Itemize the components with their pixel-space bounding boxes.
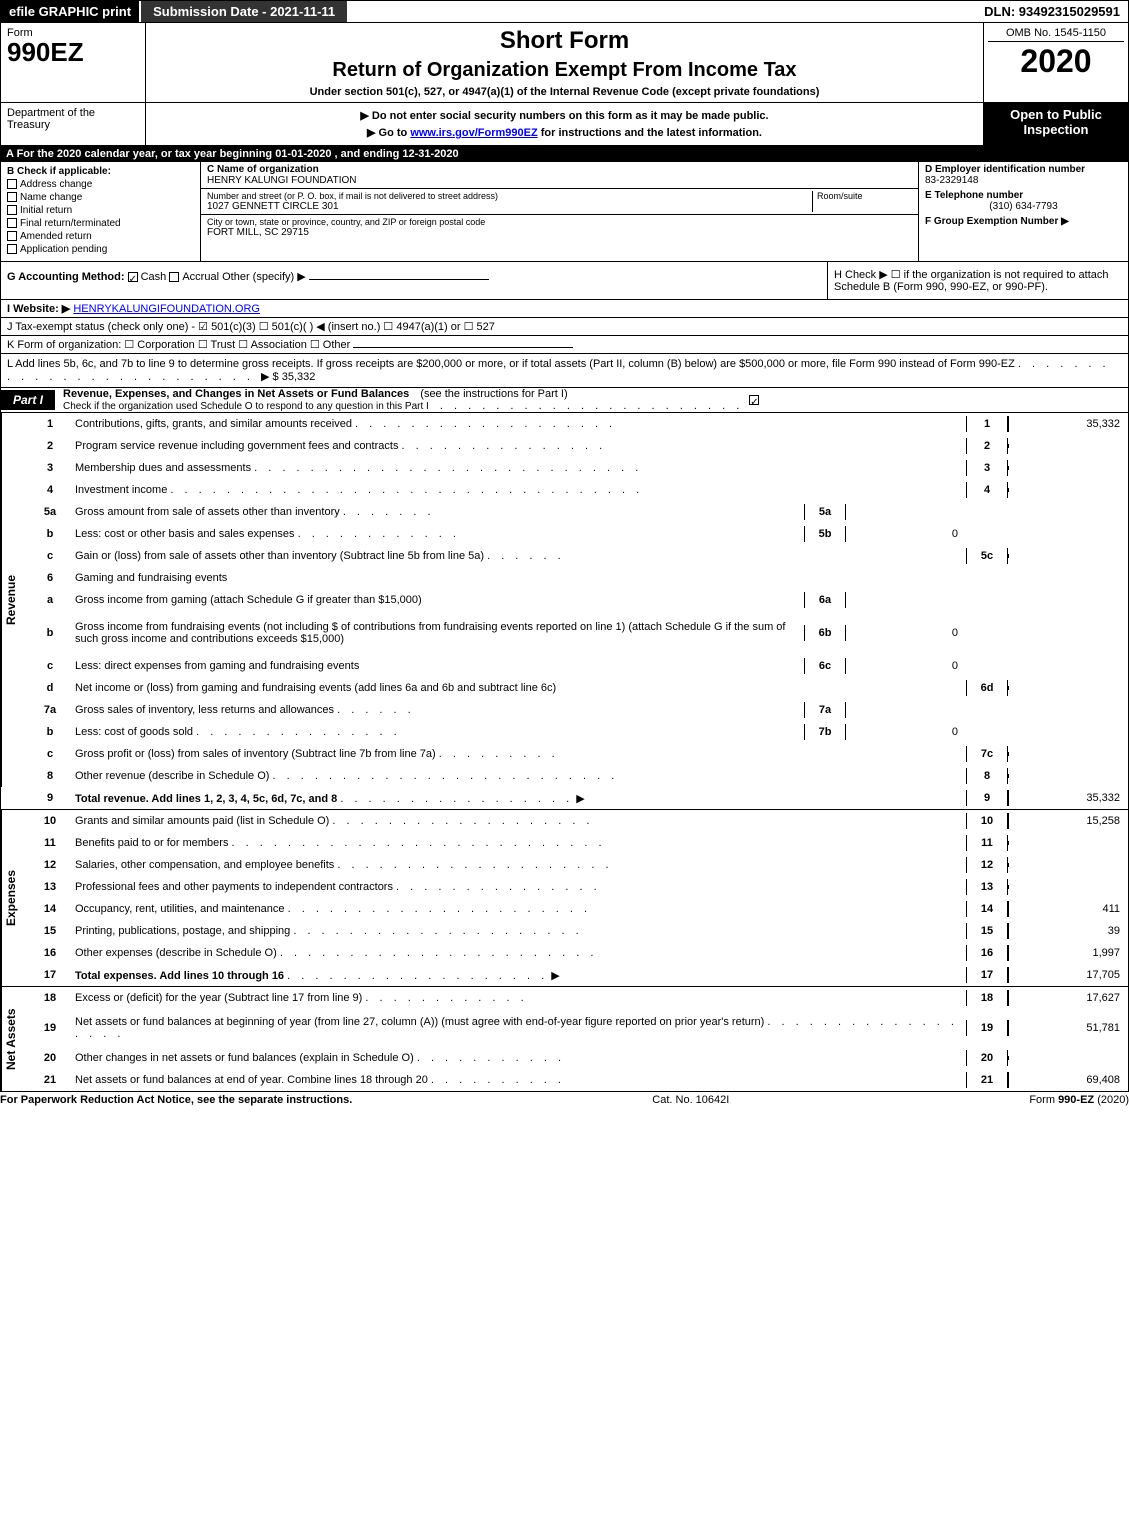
e-label: E Telephone number	[925, 190, 1122, 201]
k-row: K Form of organization: ☐ Corporation ☐ …	[0, 336, 1129, 354]
org-city: FORT MILL, SC 29715	[207, 227, 912, 238]
dept-label: Department of the Treasury	[7, 107, 139, 131]
omb-number: OMB No. 1545-1150	[988, 27, 1124, 42]
form-header: Form 990EZ Short Form Return of Organiza…	[0, 23, 1129, 103]
expenses-tab: Expenses	[1, 810, 29, 986]
i-row: I Website: ▶ HENRYKALUNGIFOUNDATION.ORG	[0, 300, 1129, 318]
b-label: B Check if applicable:	[7, 166, 194, 177]
line-1-box: 1	[966, 416, 1008, 432]
phone: (310) 634-7793	[925, 201, 1122, 212]
info-grid: B Check if applicable: Address change Na…	[0, 162, 1129, 262]
checkbox-schedule-o[interactable]	[749, 395, 759, 405]
part1-header: Part I Revenue, Expenses, and Changes in…	[0, 388, 1129, 413]
checkbox-pending[interactable]	[7, 244, 17, 254]
website-link[interactable]: HENRYKALUNGIFOUNDATION.ORG	[73, 303, 260, 315]
netassets-tab: Net Assets	[1, 987, 29, 1091]
part1-label: Part I	[1, 390, 55, 410]
room-label: Room/suite	[817, 191, 912, 201]
efile-label[interactable]: efile GRAPHIC print	[1, 1, 139, 22]
tax-year: 2020	[988, 42, 1124, 80]
addr-label: Number and street (or P. O. box, if mail…	[207, 191, 812, 201]
checkbox-initial-return[interactable]	[7, 205, 17, 215]
line-1-num: 1	[29, 416, 71, 432]
checkbox-cash[interactable]	[128, 272, 138, 282]
top-bar: efile GRAPHIC print Submission Date - 20…	[0, 0, 1129, 23]
h-text: H Check ▶ ☐ if the organization is not r…	[828, 262, 1128, 299]
ein: 83-2329148	[925, 175, 1122, 186]
line-1-val: 35,332	[1008, 416, 1128, 432]
city-label: City or town, state or province, country…	[207, 217, 912, 227]
revenue-tab: Revenue	[1, 413, 29, 787]
instructions-text: ▶ Go to	[367, 127, 410, 139]
form-number: 990EZ	[7, 39, 139, 65]
checkbox-amended[interactable]	[7, 231, 17, 241]
subtitle: Under section 501(c), 527, or 4947(a)(1)…	[154, 86, 975, 98]
d-label: D Employer identification number	[925, 164, 1122, 175]
checkbox-name-change[interactable]	[7, 192, 17, 202]
revenue-grid: Revenue 1 Contributions, gifts, grants, …	[0, 413, 1129, 810]
section-b: B Check if applicable: Address change Na…	[1, 162, 201, 261]
short-form-title: Short Form	[154, 27, 975, 55]
g-label: G Accounting Method:	[7, 271, 125, 283]
section-c: C Name of organization HENRY KALUNGI FOU…	[201, 162, 918, 261]
checkbox-address-change[interactable]	[7, 179, 17, 189]
org-address: 1027 GENNETT CIRCLE 301	[207, 201, 812, 212]
gh-row: G Accounting Method: Cash Accrual Other …	[0, 262, 1129, 300]
main-title: Return of Organization Exempt From Incom…	[154, 59, 975, 82]
org-name: HENRY KALUNGI FOUNDATION	[207, 175, 912, 186]
footer: For Paperwork Reduction Act Notice, see …	[0, 1092, 1129, 1108]
dln: DLN: 93492315029591	[976, 1, 1128, 22]
section-a-bar: A For the 2020 calendar year, or tax yea…	[0, 146, 1129, 162]
irs-link[interactable]: www.irs.gov/Form990EZ	[410, 127, 537, 139]
checkbox-final-return[interactable]	[7, 218, 17, 228]
expenses-grid: Expenses 10 Grants and similar amounts p…	[0, 810, 1129, 987]
checkbox-accrual[interactable]	[169, 272, 179, 282]
warning-text: ▶ Do not enter social security numbers o…	[154, 109, 975, 122]
footer-left: For Paperwork Reduction Act Notice, see …	[0, 1094, 352, 1106]
f-label: F Group Exemption Number ▶	[925, 216, 1122, 227]
submission-date: Submission Date - 2021-11-11	[139, 1, 347, 22]
l-row: L Add lines 5b, 6c, and 7b to line 9 to …	[0, 354, 1129, 388]
netassets-grid: Net Assets 18 Excess or (deficit) for th…	[0, 987, 1129, 1092]
inspection-label: Open to Public Inspection	[983, 103, 1128, 145]
section-d: D Employer identification number 83-2329…	[918, 162, 1128, 261]
j-row: J Tax-exempt status (check only one) - ☑…	[0, 318, 1129, 336]
footer-mid: Cat. No. 10642I	[652, 1094, 729, 1106]
header-row-2: Department of the Treasury ▶ Do not ente…	[0, 103, 1129, 146]
c-name-label: C Name of organization	[207, 164, 912, 175]
line-1-desc: Contributions, gifts, grants, and simila…	[75, 418, 352, 430]
